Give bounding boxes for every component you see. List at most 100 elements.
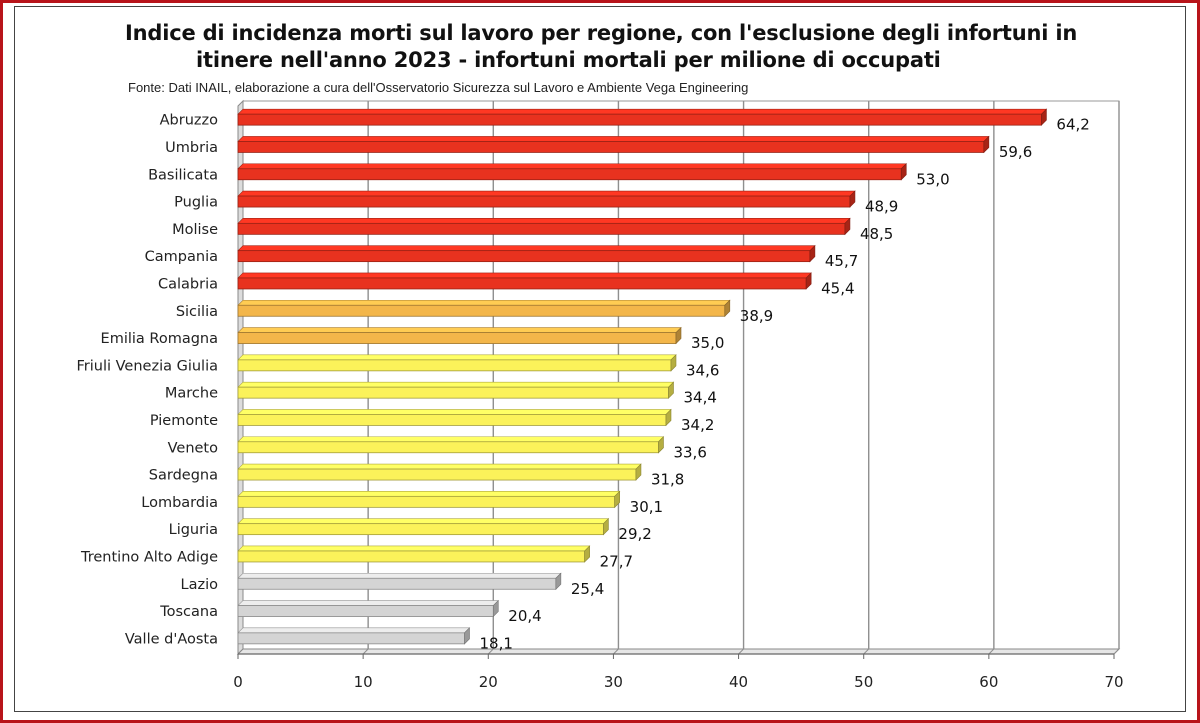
bar (237, 332, 677, 344)
category-label: Lazio (181, 577, 219, 593)
category-label: Calabria (158, 276, 218, 292)
bar-top (237, 354, 677, 361)
bar-top (237, 545, 591, 552)
category-label: Puglia (174, 195, 218, 211)
bar-end (1041, 108, 1047, 126)
value-label: 20,4 (508, 607, 541, 625)
bar-end (670, 354, 677, 372)
category-label: Emilia Romagna (101, 331, 218, 347)
bar (237, 632, 465, 645)
chart-source: Fonte: Dati INAIL, elaborazione a cura d… (128, 80, 749, 95)
bar-end (603, 517, 609, 536)
value-label: 25,4 (571, 580, 604, 598)
x-tick-label: 30 (604, 673, 623, 691)
bar (237, 523, 604, 536)
value-label: 29,2 (618, 525, 651, 543)
plot-side-wall (237, 99, 244, 656)
value-label: 53,0 (916, 170, 949, 188)
category-label: Friuli Venezia Giulia (77, 358, 219, 374)
value-label: 33,6 (673, 443, 706, 461)
x-tick-label: 20 (479, 673, 498, 691)
bar-top (237, 327, 682, 333)
bar (237, 113, 1042, 126)
category-label: Campania (145, 249, 218, 265)
bar (237, 168, 902, 181)
bar-end (844, 217, 851, 236)
category-label: Basilicata (148, 167, 218, 183)
category-label: Veneto (168, 440, 219, 456)
bar-top (237, 436, 665, 443)
gridline-floor (863, 648, 870, 655)
bar (237, 605, 494, 617)
category-label: Abruzzo (160, 113, 218, 129)
bar-top (237, 518, 610, 524)
category-label: Piemonte (150, 413, 218, 429)
value-label: 27,7 (600, 552, 633, 570)
bar-end (665, 408, 672, 427)
value-label: 64,2 (1056, 116, 1089, 134)
gridline-floor (988, 648, 995, 655)
x-tick-label: 70 (1104, 673, 1123, 691)
bar-end (555, 572, 562, 590)
bar-top (237, 409, 672, 415)
bar-end (675, 326, 682, 345)
value-label: 34,2 (681, 416, 714, 434)
gridline-floor (362, 648, 369, 655)
value-label: 30,1 (630, 498, 663, 516)
value-label: 35,0 (691, 334, 724, 352)
bar (237, 222, 846, 235)
gridline-floor (613, 648, 619, 655)
bar-top (237, 218, 851, 224)
bar (237, 468, 637, 481)
bar-end (983, 135, 990, 154)
x-tick-label: 0 (233, 673, 243, 691)
bar-end (900, 163, 907, 181)
gridline-floor (487, 648, 494, 655)
bar-top (237, 463, 642, 470)
value-label: 31,8 (651, 471, 684, 489)
category-label: Lombardia (141, 495, 218, 511)
bar-top (237, 491, 621, 497)
bar-top (237, 108, 1048, 115)
bar-end (464, 627, 470, 645)
bar (237, 250, 811, 263)
value-label: 45,4 (821, 279, 854, 297)
bar-end (584, 545, 590, 563)
bar (237, 495, 616, 508)
bar-end (658, 436, 664, 454)
gridline-floor (1113, 648, 1120, 655)
bar (237, 359, 672, 372)
category-label: Molise (172, 222, 218, 238)
x-tick-label: 10 (354, 673, 373, 691)
bar-top (237, 299, 731, 306)
value-label: 38,9 (740, 307, 773, 325)
bar-end (614, 490, 620, 509)
bar (237, 577, 557, 590)
category-label: Sardegna (149, 468, 218, 484)
chart-title: Indice di incidenza morti sul lavoro per… (125, 21, 1078, 45)
gridline-floor (738, 648, 744, 655)
bar (237, 195, 851, 208)
value-label: 48,5 (860, 225, 893, 243)
value-label: 34,6 (686, 361, 719, 379)
value-label: 34,4 (683, 389, 716, 407)
bar (237, 277, 807, 290)
category-label: Marche (165, 386, 218, 402)
bar (237, 441, 659, 454)
chart-subtitle: itinere nell'anno 2023 - infortuni morta… (196, 48, 941, 72)
category-label: Sicilia (176, 304, 218, 320)
category-label: Toscana (159, 604, 218, 620)
bar-top (237, 572, 562, 579)
bar-top (237, 245, 816, 251)
category-label: Trentino Alto Adige (80, 549, 218, 565)
plot-back-wall (242, 100, 1120, 650)
bar-end (849, 190, 856, 208)
category-label: Valle d'Aosta (125, 631, 218, 647)
bar-top (237, 600, 500, 606)
category-label: Liguria (169, 522, 218, 538)
bar (237, 141, 985, 153)
bar-end (635, 463, 642, 481)
bar (237, 304, 726, 317)
x-tick-label: 60 (979, 673, 998, 691)
